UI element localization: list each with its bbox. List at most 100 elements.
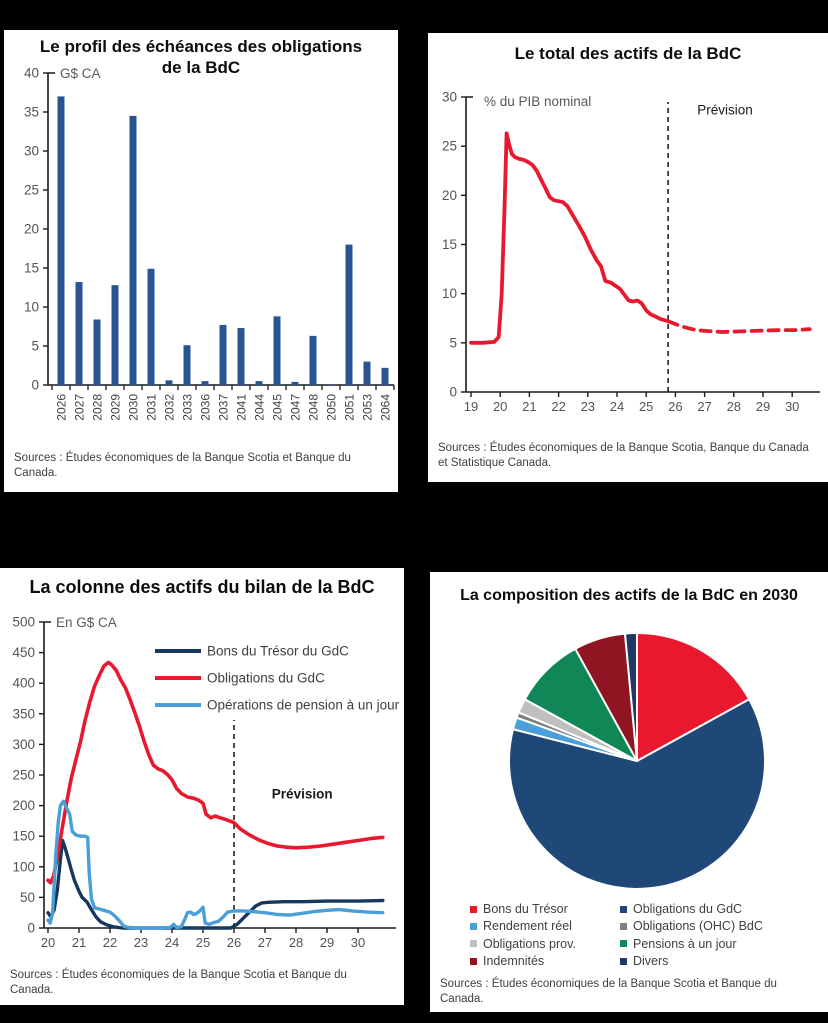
legend-label: Bons du Trésor	[483, 902, 568, 916]
bar-2064	[381, 367, 389, 385]
svg-text:5: 5	[449, 335, 457, 350]
source-note-bond-maturities: Sources : Études économiques de la Banqu…	[14, 451, 351, 480]
svg-text:2053: 2053	[361, 394, 375, 421]
legend-label: Bons du Trésor du GdC	[207, 644, 349, 659]
svg-text:2027: 2027	[73, 394, 87, 421]
legend-swatch	[470, 905, 477, 913]
bar-chart-bond-maturities: 0 5 10 15 20 25 30 35 40 G$ CA 2026 2027 2028 2029 203…	[24, 66, 395, 421]
bar-2026	[57, 96, 65, 386]
source-note-asset-composition: Sources : Études économiques de la Banqu…	[440, 977, 777, 1006]
legend-label: Obligations (OHC) BdC	[633, 919, 763, 934]
svg-text:2030: 2030	[127, 394, 141, 421]
svg-text:19: 19	[464, 399, 478, 414]
svg-text:23: 23	[581, 399, 595, 414]
svg-text:24: 24	[610, 399, 624, 414]
bar-2050	[327, 384, 335, 385]
legend-label: Indemnités	[483, 954, 545, 969]
svg-text:250: 250	[12, 768, 35, 783]
svg-text:26: 26	[227, 935, 241, 950]
legend-swatch	[470, 957, 477, 965]
bar-2053	[363, 361, 371, 385]
svg-text:20: 20	[24, 222, 39, 237]
svg-text:450: 450	[12, 645, 35, 660]
pie-legend: Bons du Trésor Obligations du GdC Rendemen…	[430, 902, 828, 969]
svg-text:23: 23	[134, 935, 148, 950]
svg-text:G$ CA: G$ CA	[60, 66, 101, 81]
svg-text:20: 20	[442, 188, 457, 203]
svg-text:20: 20	[41, 935, 55, 950]
svg-text:21: 21	[72, 935, 86, 950]
svg-text:2037: 2037	[217, 394, 231, 421]
bar-2048	[309, 335, 317, 385]
series-line-forecast	[666, 319, 812, 334]
svg-text:0: 0	[27, 921, 35, 936]
svg-text:26: 26	[668, 399, 682, 414]
svg-text:En G$ CA: En G$ CA	[56, 615, 117, 630]
svg-text:30: 30	[442, 90, 457, 105]
bar-2036	[201, 381, 209, 385]
svg-text:22: 22	[103, 935, 117, 950]
legend-item: Indemnités	[470, 954, 620, 968]
pie-slice	[636, 632, 751, 762]
bar-2032	[165, 380, 173, 385]
svg-text:5: 5	[31, 339, 39, 354]
svg-text:2045: 2045	[271, 394, 285, 421]
svg-text:0: 0	[449, 385, 457, 400]
legend-swatch	[620, 905, 627, 913]
legend-item: Bons du Trésor	[470, 902, 620, 916]
svg-text:15: 15	[442, 237, 457, 252]
line-chart-balance-sheet: 0 50 100 150 200 250 300 350 400 450 500 20 21 22 23 24…	[12, 615, 399, 951]
panel-bond-maturities: Le profil des échéances des obligations …	[4, 30, 398, 492]
series-line	[46, 660, 385, 885]
bar-2047	[291, 381, 299, 385]
bar-2045	[273, 316, 281, 385]
line-chart-total-assets: 0 5 10 15 20 25 30 19 20 21 22 23 24 25 26 27 28 29 30 % du…	[442, 90, 820, 414]
svg-text:500: 500	[12, 615, 35, 630]
svg-text:29: 29	[320, 935, 334, 950]
svg-text:25: 25	[639, 399, 653, 414]
bar-2041	[237, 328, 245, 385]
panel-asset-composition: La composition des actifs de la BdC en 2…	[430, 572, 828, 1012]
svg-text:15: 15	[24, 261, 39, 276]
svg-text:2047: 2047	[289, 394, 303, 421]
svg-text:24: 24	[165, 935, 179, 950]
svg-text:22: 22	[551, 399, 565, 414]
bar-2030	[129, 115, 137, 386]
panel-total-assets: Le total des actifs de la BdC 0 5 10 15 20 25…	[428, 33, 828, 482]
bar-2028	[93, 319, 101, 385]
source-note-balance-sheet: Sources : Études économiques de la Banqu…	[10, 968, 347, 997]
bar-2031	[147, 268, 155, 385]
bar-2033	[183, 345, 191, 385]
panel-balance-sheet-assets: La colonne des actifs du bilan de la BdC…	[0, 568, 404, 1005]
svg-text:350: 350	[12, 706, 35, 721]
svg-text:2036: 2036	[199, 394, 213, 421]
svg-text:10: 10	[442, 286, 457, 301]
bar-2037	[219, 324, 227, 385]
legend-item: Obligations (OHC) BdC	[620, 919, 788, 933]
pie-chart-asset-composition	[508, 632, 766, 890]
svg-text:200: 200	[12, 798, 35, 813]
chart-title-asset-composition: La composition des actifs de la BdC en 2…	[460, 587, 798, 604]
legend-label: Divers	[633, 954, 669, 969]
svg-text:2033: 2033	[181, 394, 195, 421]
legend-swatch	[620, 957, 627, 965]
svg-text:30: 30	[351, 935, 365, 950]
svg-text:28: 28	[289, 935, 303, 950]
svg-text:29: 29	[756, 399, 770, 414]
svg-text:400: 400	[12, 676, 35, 691]
legend-label: Obligations du GdC	[207, 671, 325, 686]
svg-text:2044: 2044	[253, 394, 267, 421]
svg-text:2048: 2048	[307, 394, 321, 421]
series-line	[46, 799, 385, 930]
pie-slice	[624, 632, 638, 762]
bar-2051	[345, 244, 353, 385]
svg-text:300: 300	[12, 737, 35, 752]
svg-text:2064: 2064	[379, 394, 393, 421]
svg-text:100: 100	[12, 859, 35, 874]
forecast-label: Prévision	[697, 103, 753, 118]
legend-item: Divers	[620, 954, 788, 968]
svg-text:25: 25	[442, 139, 457, 154]
svg-text:2032: 2032	[163, 394, 177, 421]
svg-text:0: 0	[31, 378, 39, 393]
